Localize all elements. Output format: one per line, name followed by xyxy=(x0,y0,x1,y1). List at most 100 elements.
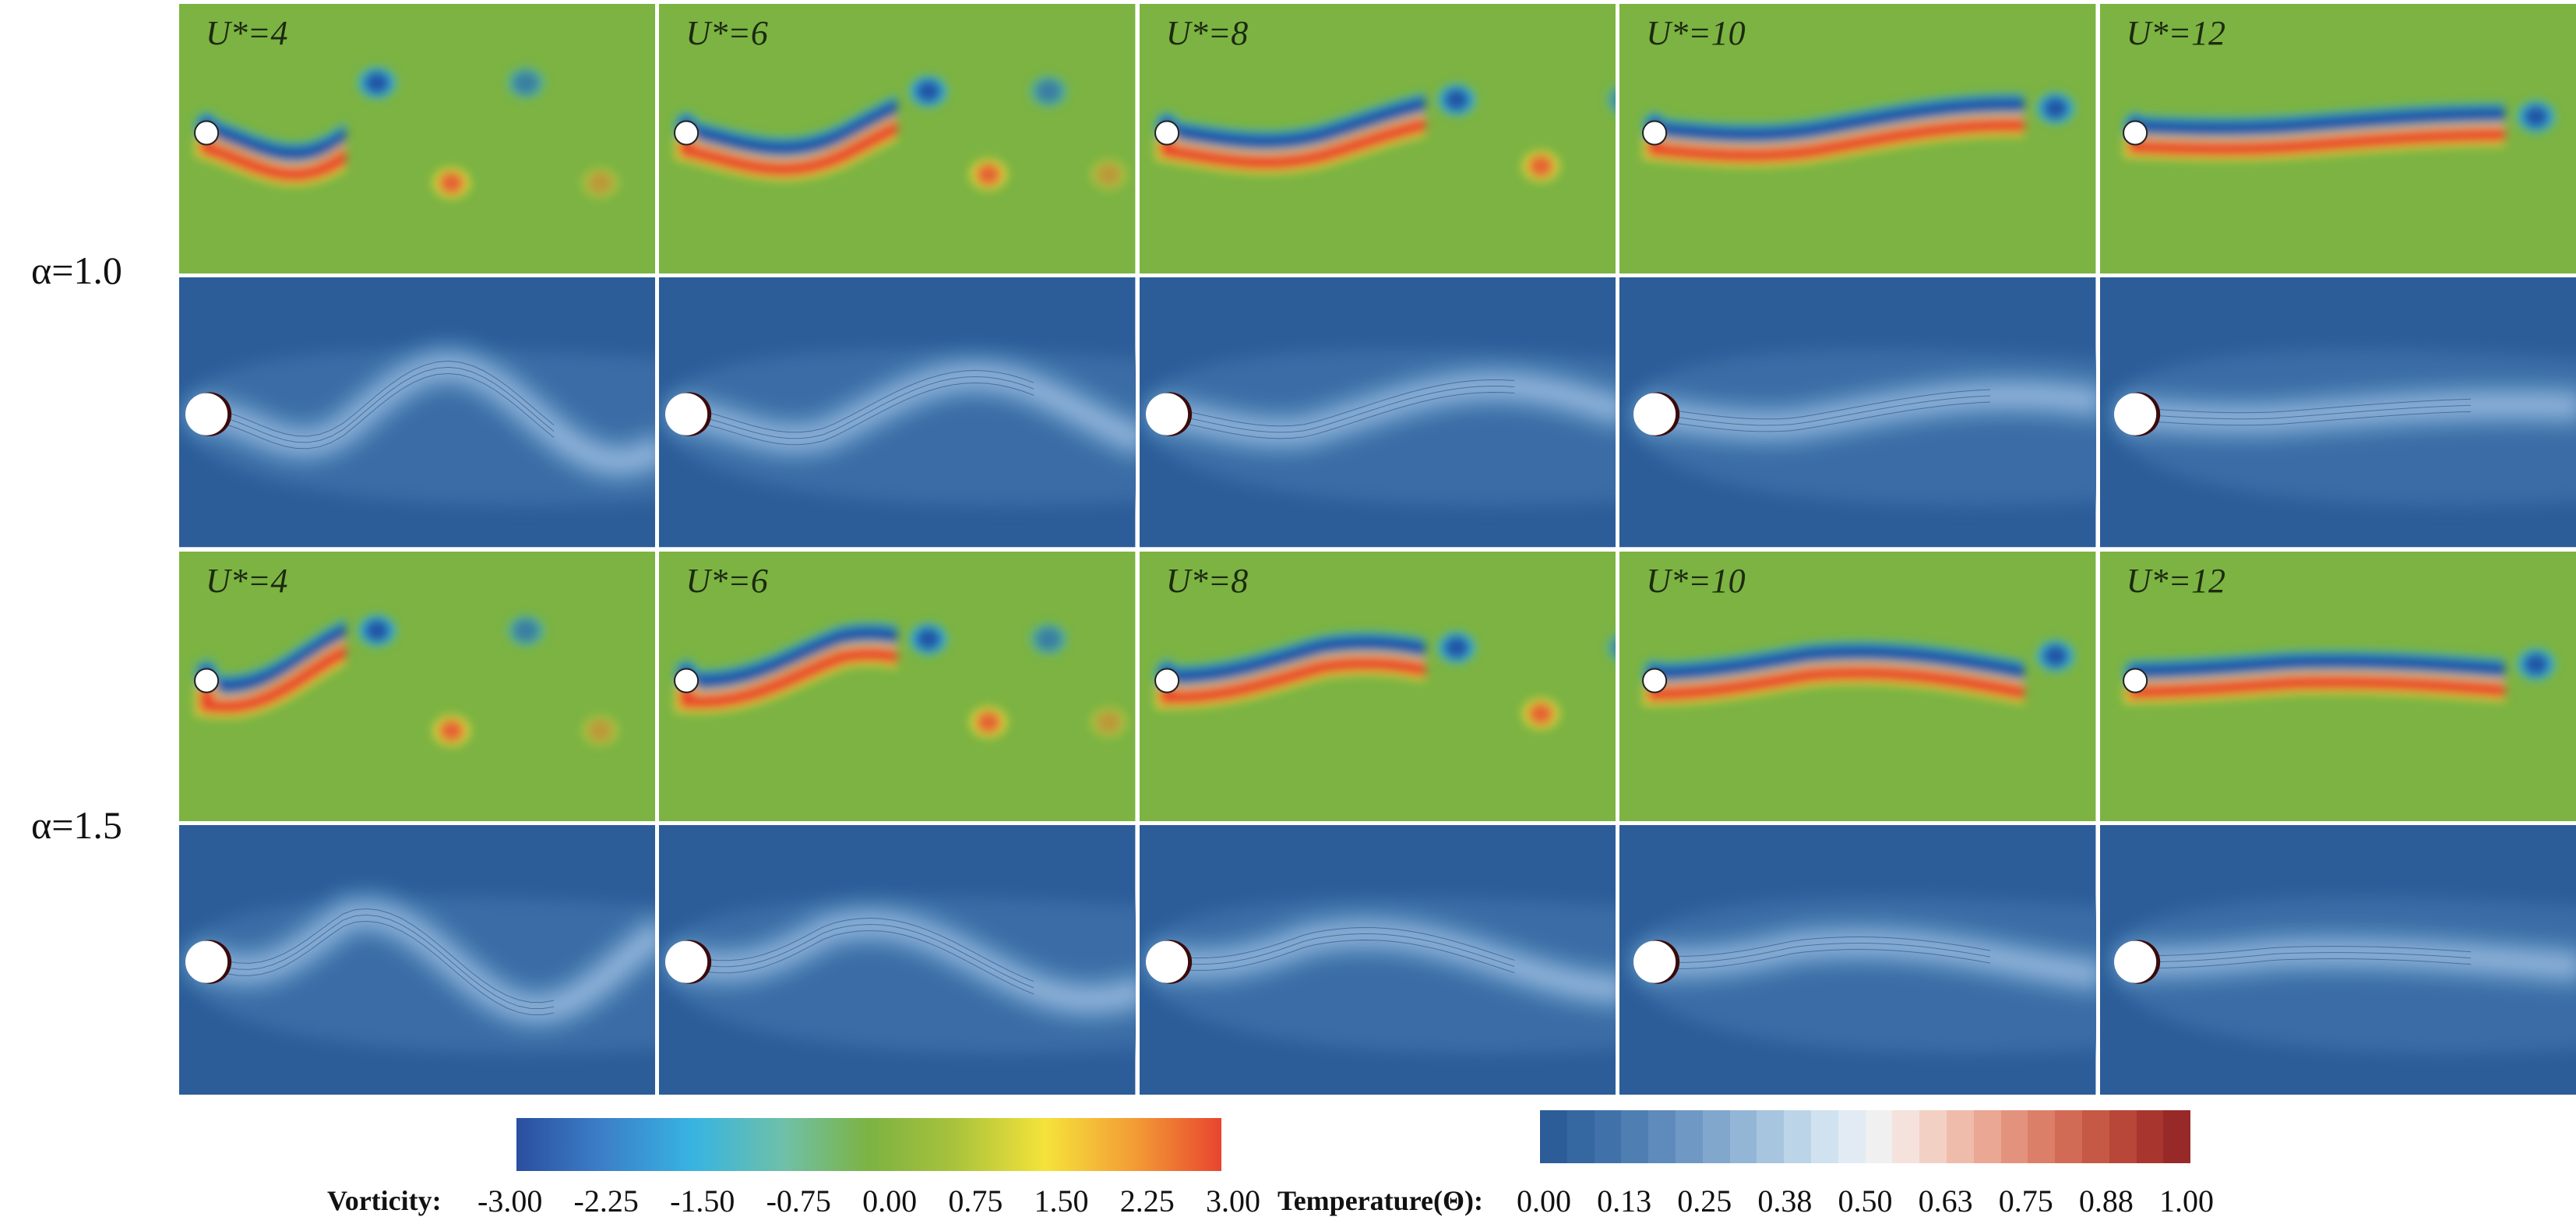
temperature-panel-a1-u12 xyxy=(2099,277,2576,548)
temperature-panel-a15-u6 xyxy=(659,824,1136,1095)
temperature-tick: 1.00 xyxy=(2159,1183,2214,1219)
temperature-ticks: 0.00 0.13 0.25 0.38 0.50 0.63 0.75 0.88 … xyxy=(1517,1183,2214,1219)
temperature-field xyxy=(1139,824,1616,1095)
colorbar-segment xyxy=(1594,1110,1622,1163)
colorbar-segment xyxy=(2000,1110,2028,1163)
temperature-field xyxy=(659,824,1136,1095)
colorbar-segment xyxy=(2109,1110,2137,1163)
colorbar-segment xyxy=(1648,1110,1676,1163)
temperature-field xyxy=(1139,277,1616,548)
vorticity-panel-a15-u12: U*=12 xyxy=(2099,551,2576,821)
vorticity-tick: 3.00 xyxy=(1205,1183,1260,1219)
vorticity-tick: 1.50 xyxy=(1034,1183,1089,1219)
temperature-legend-title: Temperature(Θ): xyxy=(1277,1185,1483,1216)
u-label: U*=4 xyxy=(206,561,288,600)
colorbar-segment xyxy=(1566,1110,1595,1163)
colorbar-segment xyxy=(1784,1110,1811,1163)
vorticity-field xyxy=(659,551,1136,821)
temperature-tick: 0.50 xyxy=(1838,1183,1893,1219)
u-label: U*=12 xyxy=(2126,14,2226,52)
temperature-panel-a1-u10 xyxy=(1619,277,2096,548)
figure-grid: U*=4 U*=6 U*=8 U*=10 U*=12 U*=4 U*=6 U*=… xyxy=(179,4,2576,1095)
u-label: U*=10 xyxy=(1646,561,1746,600)
colorbar-segment xyxy=(2081,1110,2109,1163)
vorticity-field xyxy=(2099,4,2576,274)
colorbar-segment xyxy=(1540,1110,1567,1163)
vorticity-field xyxy=(1619,551,2096,821)
vorticity-tick: 0.75 xyxy=(948,1183,1003,1219)
u-label: U*=10 xyxy=(1646,14,1746,52)
u-label: U*=6 xyxy=(685,14,768,52)
temperature-field xyxy=(659,277,1136,548)
u-label: U*=8 xyxy=(1165,561,1249,600)
colorbar-segment xyxy=(2028,1110,2056,1163)
vorticity-tick: -3.00 xyxy=(477,1183,543,1219)
colorbar-segment xyxy=(2055,1110,2082,1163)
u-label: U*=4 xyxy=(206,14,288,52)
temperature-tick: 0.75 xyxy=(1998,1183,2053,1219)
temperature-panel-a1-u4 xyxy=(179,277,656,548)
temperature-field xyxy=(1619,277,2096,548)
temperature-tick: 0.13 xyxy=(1597,1183,1652,1219)
temperature-field xyxy=(2099,824,2576,1095)
colorbar-segment xyxy=(1892,1110,1920,1163)
temperature-panel-a15-u12 xyxy=(2099,824,2576,1095)
u-label: U*=12 xyxy=(2126,561,2226,600)
colorbar-segment xyxy=(2163,1110,2191,1163)
temperature-field xyxy=(179,277,656,548)
vorticity-field xyxy=(1139,4,1616,274)
vorticity-tick: 0.00 xyxy=(862,1183,918,1219)
vorticity-panel-a15-u4: U*=4 xyxy=(179,551,656,821)
vorticity-panel-a1-u10: U*=10 xyxy=(1619,4,2096,274)
vorticity-field xyxy=(1139,551,1616,821)
temperature-field xyxy=(1619,824,2096,1095)
u-label: U*=8 xyxy=(1165,14,1249,52)
temperature-field xyxy=(2099,277,2576,548)
vorticity-panel-a15-u6: U*=6 xyxy=(659,551,1136,821)
temperature-tick: 0.00 xyxy=(1517,1183,1571,1219)
vorticity-ticks: -3.00 -2.25 -1.50 -0.75 0.00 0.75 1.50 2… xyxy=(477,1183,1260,1219)
vorticity-tick: -0.75 xyxy=(766,1183,831,1219)
alpha-label-row-1: α=1.0 xyxy=(31,249,122,292)
temperature-tick: 0.25 xyxy=(1677,1183,1732,1219)
vorticity-panel-a1-u8: U*=8 xyxy=(1139,4,1616,274)
temperature-tick: 0.38 xyxy=(1757,1183,1813,1219)
temperature-panel-a15-u10 xyxy=(1619,824,2096,1095)
colorbar-segment xyxy=(1865,1110,1893,1163)
colorbar-segment xyxy=(1810,1110,1838,1163)
colorbar-segment xyxy=(1729,1110,1757,1163)
vorticity-panel-a1-u12: U*=12 xyxy=(2099,4,2576,274)
vorticity-tick: -2.25 xyxy=(573,1183,639,1219)
colorbar-segment xyxy=(1946,1110,1974,1163)
alpha-label-row-2: α=1.5 xyxy=(31,803,122,847)
vorticity-panel-a1-u6: U*=6 xyxy=(659,4,1136,274)
colorbar-segment xyxy=(1919,1110,1947,1163)
vorticity-tick: 2.25 xyxy=(1119,1183,1175,1219)
temperature-panel-a15-u4 xyxy=(179,824,656,1095)
temperature-panel-a1-u6 xyxy=(659,277,1136,548)
vorticity-field xyxy=(2099,551,2576,821)
vorticity-panel-a15-u8: U*=8 xyxy=(1139,551,1616,821)
colorbar-segment xyxy=(1702,1110,1730,1163)
colorbar-segment xyxy=(1757,1110,1785,1163)
temperature-tick: 0.88 xyxy=(2078,1183,2134,1219)
temperature-field xyxy=(179,824,656,1095)
temperature-panel-a1-u8 xyxy=(1139,277,1616,548)
colorbar-segment xyxy=(1838,1110,1866,1163)
colorbar-segment xyxy=(1973,1110,2001,1163)
vorticity-panel-a15-u10: U*=10 xyxy=(1619,551,2096,821)
vorticity-field xyxy=(659,4,1136,274)
colorbar-segment xyxy=(2136,1110,2164,1163)
temperature-colorbar xyxy=(1540,1110,2191,1163)
vorticity-colorbar xyxy=(516,1118,1221,1171)
u-label: U*=6 xyxy=(685,561,768,600)
vorticity-panel-a1-u4: U*=4 xyxy=(179,4,656,274)
temperature-panel-a15-u8 xyxy=(1139,824,1616,1095)
colorbar-segment xyxy=(1621,1110,1649,1163)
vorticity-legend-title: Vorticity: xyxy=(327,1185,442,1216)
vorticity-tick: -1.50 xyxy=(670,1183,735,1219)
colorbar-segment xyxy=(1675,1110,1703,1163)
vorticity-field xyxy=(1619,4,2096,274)
vorticity-field xyxy=(179,551,656,821)
temperature-tick: 0.63 xyxy=(1918,1183,1973,1219)
